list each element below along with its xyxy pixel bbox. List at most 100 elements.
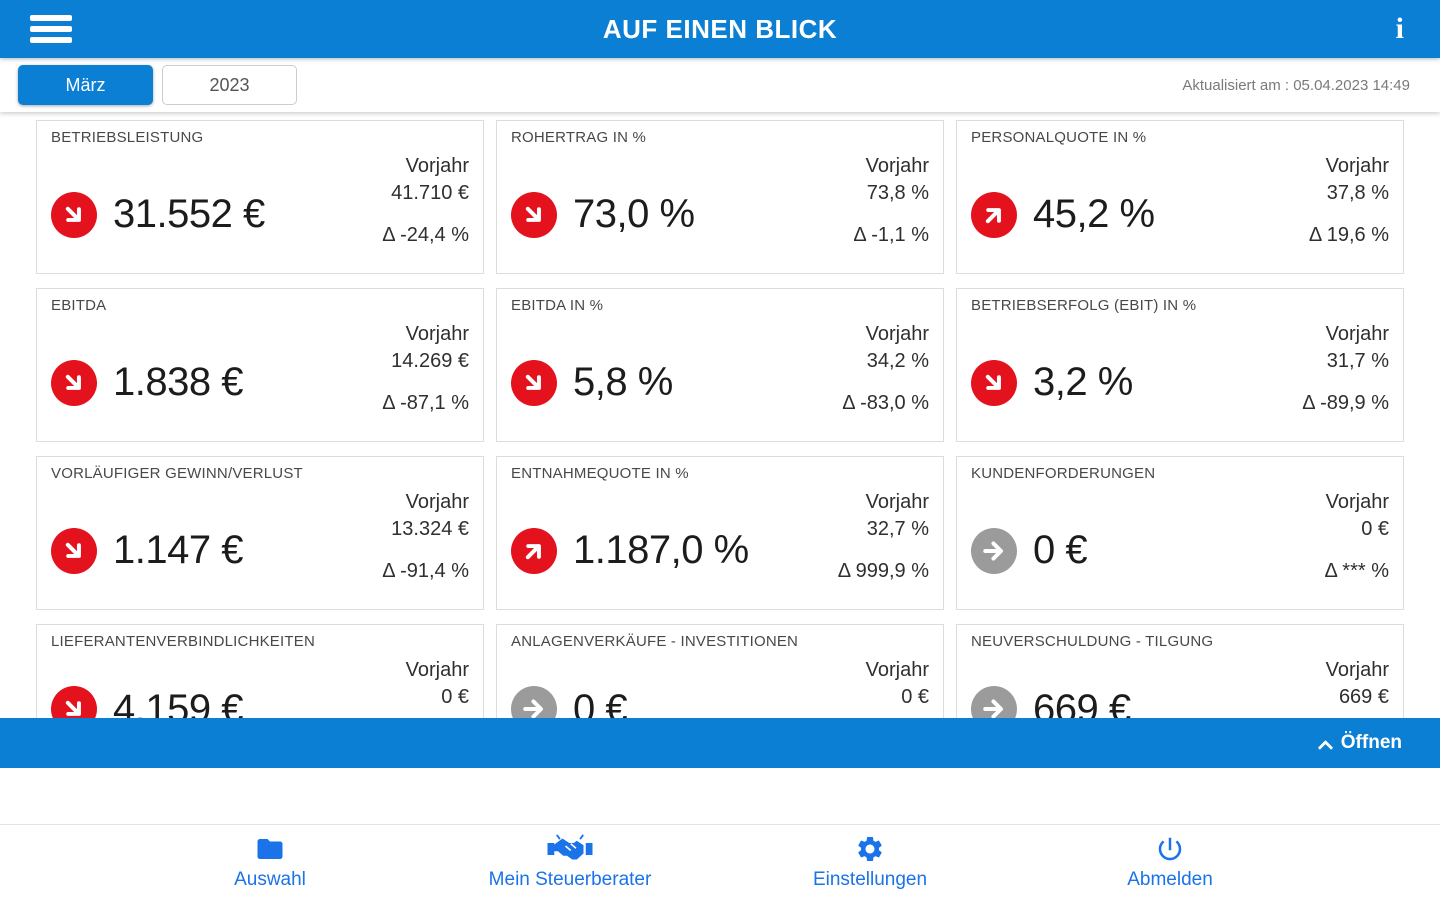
kpi-value: 1.838 €	[113, 360, 243, 404]
kpi-value: 73,0 %	[573, 192, 695, 236]
kpi-previous-value: 34,2 %	[866, 350, 929, 372]
trend-up-icon	[511, 527, 557, 574]
kpi-title: KUNDENFORDERUNGEN	[971, 465, 1156, 482]
tab-year[interactable]: 2023	[162, 65, 297, 105]
kpi-previous-value: 669 €	[1338, 686, 1389, 708]
app-header: AUF EINEN BLICK i	[0, 0, 1440, 58]
kpi-card[interactable]: BETRIEBSERFOLG (EBIT) IN % Vorjahr 3,2 %…	[956, 288, 1404, 442]
kpi-previous-value: 37,8 %	[1326, 182, 1389, 204]
kpi-previous-value: 0 €	[441, 686, 469, 708]
kpi-title: ROHERTRAG IN %	[511, 129, 647, 146]
kpi-card[interactable]: EBITDA IN % Vorjahr 5,8 % 34,2 % Δ -83,0…	[496, 288, 944, 442]
kpi-card[interactable]: BETRIEBSLEISTUNG Vorjahr 31.552 € 41.710…	[36, 120, 484, 274]
vorjahr-label: Vorjahr	[865, 323, 929, 345]
trend-down-icon	[51, 359, 97, 406]
updated-timestamp: Aktualisiert am : 05.04.2023 14:49	[1182, 76, 1410, 94]
kpi-previous-value: 14.269 €	[391, 350, 469, 372]
kpi-delta: Δ -87,1 %	[382, 392, 469, 414]
vorjahr-label: Vorjahr	[865, 155, 929, 177]
kpi-value: 0 €	[1033, 528, 1088, 572]
kpi-value: 1.147 €	[113, 528, 243, 572]
kpi-value: 5,8 %	[573, 360, 673, 404]
kpi-delta: Δ -1,1 %	[853, 224, 929, 246]
tab-month[interactable]: März	[18, 65, 153, 105]
kpi-delta: Δ -24,4 %	[382, 224, 469, 246]
kpi-title: LIEFERANTENVERBINDLICHKEITEN	[51, 633, 315, 650]
handshake-icon	[547, 834, 593, 860]
vorjahr-label: Vorjahr	[1325, 155, 1389, 177]
vorjahr-label: Vorjahr	[865, 491, 929, 513]
nav-item-mein-steuerberater[interactable]: Mein Steuerberater	[420, 825, 720, 900]
folder-icon	[257, 839, 283, 859]
kpi-title: PERSONALQUOTE IN %	[971, 129, 1147, 146]
nav-label: Einstellungen	[812, 869, 928, 890]
vorjahr-label: Vorjahr	[405, 323, 469, 345]
bottom-panel: Öffnen Auswahl Mein Steuerberater Einste…	[0, 718, 1440, 900]
kpi-delta: Δ *** %	[1324, 560, 1389, 582]
trend-down-icon	[511, 191, 557, 238]
nav-label: Mein Steuerberater	[488, 869, 652, 890]
nav-item-auswahl[interactable]: Auswahl	[120, 825, 420, 900]
kpi-title: EBITDA	[51, 297, 107, 314]
kpi-title: ENTNAHMEQUOTE IN %	[511, 465, 689, 482]
kpi-previous-value: 73,8 %	[866, 182, 929, 204]
page-title: AUF EINEN BLICK	[602, 13, 838, 44]
kpi-previous-value: 0 €	[1361, 518, 1389, 540]
trend-down-icon	[51, 191, 97, 238]
kpi-card[interactable]: ENTNAHMEQUOTE IN % Vorjahr 1.187,0 % 32,…	[496, 456, 944, 610]
kpi-card[interactable]: VORLÄUFIGER GEWINN/VERLUST Vorjahr 1.147…	[36, 456, 484, 610]
period-toolbar: März 2023 Aktualisiert am : 05.04.2023 1…	[0, 58, 1440, 112]
kpi-previous-value: 32,7 %	[866, 518, 929, 540]
kpi-title: VORLÄUFIGER GEWINN/VERLUST	[51, 465, 303, 482]
trend-down-icon	[511, 359, 557, 406]
kpi-title: BETRIEBSLEISTUNG	[51, 129, 204, 146]
kpi-previous-value: 41.710 €	[391, 182, 469, 204]
kpi-value: 31.552 €	[113, 192, 265, 236]
vorjahr-label: Vorjahr	[405, 659, 469, 681]
kpi-value: 45,2 %	[1033, 192, 1155, 236]
vorjahr-label: Vorjahr	[1325, 659, 1389, 681]
gear-icon	[858, 837, 882, 861]
kpi-value: 3,2 %	[1033, 360, 1133, 404]
kpi-card[interactable]: KUNDENFORDERUNGEN Vorjahr 0 € 0 € Δ *** …	[956, 456, 1404, 610]
kpi-card[interactable]: EBITDA Vorjahr 1.838 € 14.269 € Δ -87,1 …	[36, 288, 484, 442]
collapsed-panel-area	[0, 768, 1440, 824]
kpi-card[interactable]: ROHERTRAG IN % Vorjahr 73,0 % 73,8 % Δ -…	[496, 120, 944, 274]
kpi-grid: BETRIEBSLEISTUNG Vorjahr 31.552 € 41.710…	[0, 112, 1440, 786]
chevron-up-icon	[1317, 739, 1334, 756]
kpi-delta: Δ -83,0 %	[842, 392, 929, 414]
open-panel-button[interactable]: Öffnen	[0, 718, 1440, 768]
trend-down-icon	[51, 527, 97, 574]
kpi-delta: Δ -91,4 %	[382, 560, 469, 582]
kpi-delta: Δ 999,9 %	[837, 560, 929, 582]
kpi-previous-value: 0 €	[901, 686, 929, 708]
kpi-previous-value: 31,7 %	[1326, 350, 1389, 372]
nav-item-abmelden[interactable]: Abmelden	[1020, 825, 1320, 900]
kpi-previous-value: 13.324 €	[391, 518, 469, 540]
kpi-title: BETRIEBSERFOLG (EBIT) IN %	[971, 297, 1197, 314]
hamburger-menu-icon[interactable]	[30, 10, 74, 48]
trend-flat-icon	[971, 527, 1017, 574]
nav-label: Abmelden	[1127, 869, 1213, 890]
kpi-delta: Δ -89,9 %	[1302, 392, 1389, 414]
info-icon[interactable]: i	[1395, 12, 1404, 45]
power-icon	[1158, 837, 1182, 861]
kpi-card[interactable]: PERSONALQUOTE IN % Vorjahr 45,2 % 37,8 %…	[956, 120, 1404, 274]
kpi-title: NEUVERSCHULDUNG - TILGUNG	[971, 633, 1214, 650]
vorjahr-label: Vorjahr	[405, 491, 469, 513]
kpi-value: 1.187,0 %	[573, 528, 749, 572]
kpi-title: ANLAGENVERKÄUFE - INVESTITIONEN	[511, 633, 799, 650]
bottom-navigation: Auswahl Mein Steuerberater Einstellungen…	[0, 824, 1440, 900]
open-panel-label: Öffnen	[1340, 732, 1402, 753]
kpi-delta: Δ 19,6 %	[1308, 224, 1389, 246]
vorjahr-label: Vorjahr	[405, 155, 469, 177]
vorjahr-label: Vorjahr	[865, 659, 929, 681]
kpi-title: EBITDA IN %	[511, 297, 604, 314]
vorjahr-label: Vorjahr	[1325, 491, 1389, 513]
trend-up-icon	[971, 191, 1017, 238]
trend-down-icon	[971, 359, 1017, 406]
nav-item-einstellungen[interactable]: Einstellungen	[720, 825, 1020, 900]
nav-label: Auswahl	[234, 869, 306, 890]
vorjahr-label: Vorjahr	[1325, 323, 1389, 345]
